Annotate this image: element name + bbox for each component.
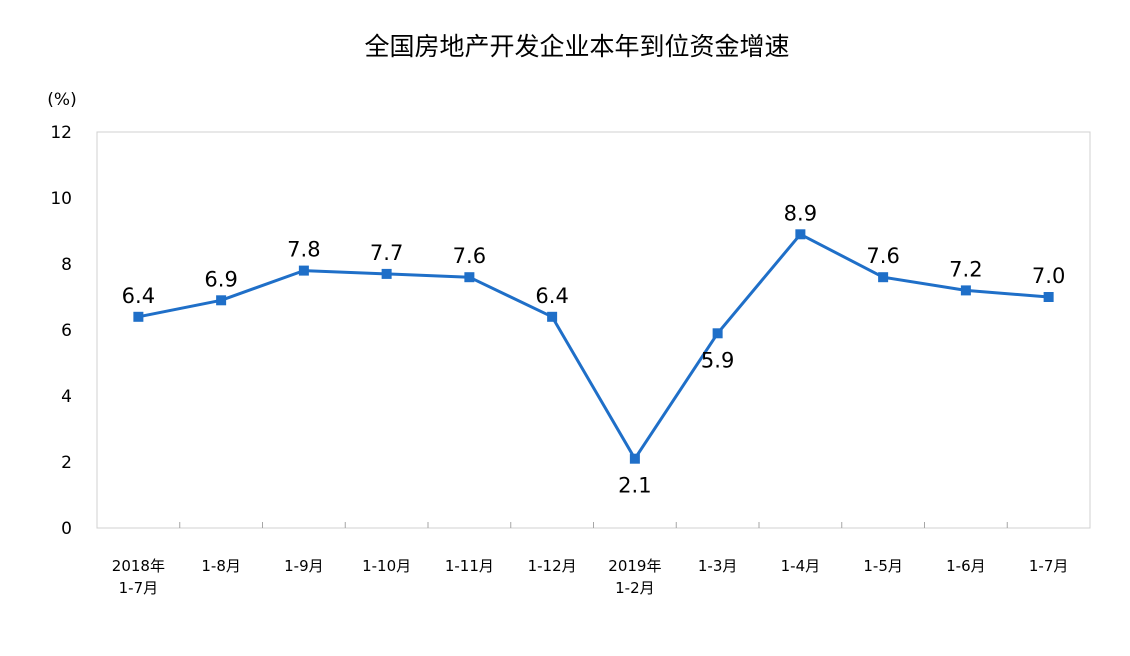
x-tick-label: 1-3月	[698, 557, 738, 575]
x-tick-label: 1-7月	[1029, 557, 1069, 575]
data-label: 5.9	[701, 348, 734, 372]
data-label: 7.8	[287, 238, 320, 262]
data-label: 7.0	[1032, 264, 1065, 288]
y-tick-label: 12	[50, 123, 72, 143]
x-tick-label: 1-5月	[863, 557, 903, 575]
y-tick-label: 8	[61, 255, 72, 275]
data-point-marker	[381, 268, 392, 279]
data-label: 2.1	[618, 474, 651, 498]
y-tick-label: 4	[61, 387, 72, 407]
y-tick-label: 0	[61, 519, 72, 539]
series-line	[138, 232, 1049, 461]
x-tick-label: 1-10月	[362, 557, 411, 575]
x-tick-label: 1-9月	[284, 557, 324, 575]
x-tick-label: 1-12月	[528, 557, 577, 575]
y-tick-label: 2	[61, 453, 72, 473]
data-label: 7.6	[453, 244, 486, 268]
data-point-marker	[547, 311, 558, 322]
data-label: 6.4	[535, 284, 568, 308]
y-axis-label: (%)	[47, 90, 76, 110]
data-point-marker	[712, 328, 723, 339]
data-point-marker	[795, 229, 806, 240]
data-point-marker	[464, 272, 475, 283]
x-tick-label: 1-11月	[445, 557, 494, 575]
data-point-marker	[298, 265, 309, 276]
x-tick-label: 2018年 1-7月	[112, 557, 165, 597]
y-tick-label: 6	[61, 321, 72, 341]
x-tick-label: 1-6月	[946, 557, 986, 575]
data-point-marker	[960, 285, 971, 296]
y-tick-label: 10	[50, 189, 72, 209]
x-tick-label: 1-4月	[781, 557, 821, 575]
data-label: 6.9	[204, 267, 237, 291]
data-label: 7.7	[370, 241, 403, 265]
data-point-marker	[878, 272, 889, 283]
data-point-marker	[1043, 292, 1054, 302]
x-tick-label: 1-8月	[201, 557, 241, 575]
data-point-marker	[133, 311, 144, 322]
x-tick-label: 2019年 1-2月	[608, 557, 661, 597]
data-label: 7.6	[866, 244, 899, 268]
data-point-marker	[629, 453, 640, 464]
data-label: 8.9	[784, 201, 817, 225]
data-label: 7.2	[949, 257, 982, 281]
data-point-marker	[216, 295, 227, 306]
plot-area	[96, 131, 1091, 529]
data-label: 6.4	[122, 284, 155, 308]
chart-title: 全国房地产开发企业本年到位资金增速	[364, 32, 789, 61]
